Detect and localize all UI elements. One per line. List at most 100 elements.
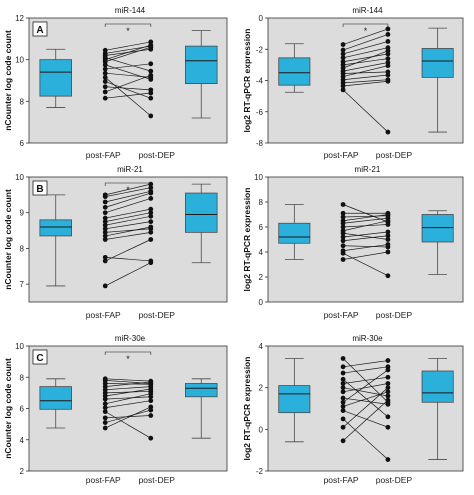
significance-marker: * — [126, 185, 130, 195]
y-tick-label: 8 — [20, 244, 25, 253]
pair-line — [343, 383, 388, 393]
point-post-dep — [385, 424, 391, 430]
x-label-post-fap: post-FAP — [324, 150, 359, 160]
boxplot-left — [278, 43, 311, 93]
point-post-dep — [385, 26, 391, 32]
point-post-dep — [385, 229, 391, 235]
pair-line — [105, 81, 151, 99]
point-post-fap — [340, 47, 346, 53]
pair-line — [343, 53, 388, 63]
pair-line — [105, 378, 151, 382]
point-post-fap — [340, 230, 346, 236]
y-tick-label: -6 — [256, 108, 264, 117]
pair-line — [342, 418, 389, 460]
pair-line — [105, 415, 151, 419]
point-post-fap — [340, 202, 346, 207]
point-post-fap — [340, 389, 346, 395]
point-post-fap — [340, 370, 346, 376]
y-tick-label: 8 — [259, 198, 264, 207]
box-iqr — [278, 222, 311, 244]
point-post-fap — [340, 385, 346, 391]
pair-line — [105, 409, 151, 423]
point-post-dep — [385, 367, 391, 373]
point-post-dep — [385, 218, 391, 224]
y-tick-label: -4 — [256, 77, 264, 86]
pair-line — [105, 390, 151, 394]
point-post-dep — [148, 379, 154, 385]
pair-line — [343, 62, 388, 72]
pair-line — [343, 231, 388, 238]
box-iqr — [421, 370, 454, 403]
paired-samples — [102, 39, 154, 119]
point-post-fap — [102, 215, 108, 221]
point-post-fap — [102, 396, 108, 402]
pair-line — [105, 63, 151, 70]
point-post-fap — [102, 233, 108, 239]
pair-line — [343, 215, 388, 218]
point-post-dep — [148, 413, 154, 418]
box-iqr — [185, 45, 218, 85]
pair-line — [342, 41, 389, 55]
boxplot-left — [278, 358, 311, 443]
panel-letter: A — [36, 25, 43, 36]
pair-line — [105, 72, 151, 78]
pair-line — [342, 50, 389, 69]
point-post-fap — [102, 79, 108, 84]
pair-line — [343, 79, 388, 84]
pair-line — [105, 411, 151, 439]
pair-line — [105, 232, 151, 240]
point-post-dep — [385, 457, 391, 462]
point-post-fap — [340, 42, 346, 47]
pair-line — [342, 410, 389, 428]
y-axis-label: log2 RT-qPCR expression — [242, 357, 252, 461]
point-post-fap — [102, 74, 108, 80]
pair-line — [105, 208, 151, 219]
pair-line — [105, 41, 151, 51]
pair-line — [105, 44, 151, 60]
pair-line — [105, 386, 151, 391]
point-post-dep — [385, 385, 391, 391]
point-post-dep — [148, 237, 154, 242]
box-iqr — [421, 48, 454, 78]
pair-line — [105, 406, 151, 429]
y-tick-label: 6 — [20, 139, 25, 148]
plot-frame — [28, 345, 228, 472]
point-post-fap — [102, 254, 108, 260]
pair-line — [343, 360, 388, 368]
point-post-dep — [148, 224, 154, 230]
pair-line — [105, 86, 151, 91]
y-tick-label: -2 — [256, 467, 264, 476]
point-post-dep — [148, 185, 154, 191]
panel-title: miR-21 — [355, 165, 381, 174]
point-post-dep — [385, 72, 391, 78]
point-post-fap — [340, 51, 346, 57]
point-post-fap — [102, 84, 108, 90]
pair-line — [105, 221, 151, 230]
y-tick-label: -8 — [256, 139, 264, 148]
point-post-fap — [340, 438, 346, 444]
pair-line — [105, 383, 151, 385]
point-post-dep — [385, 56, 391, 62]
point-post-fap — [340, 399, 346, 405]
point-post-dep — [148, 95, 154, 101]
pair-line — [342, 220, 389, 232]
plot-frame — [267, 345, 464, 472]
pair-line — [105, 381, 151, 387]
panel-letter-box — [32, 180, 48, 196]
point-post-fap — [102, 237, 108, 242]
pair-line — [105, 46, 151, 63]
pair-line — [105, 257, 151, 262]
point-post-fap — [102, 229, 108, 235]
point-post-fap — [102, 95, 108, 101]
point-post-fap — [102, 283, 108, 289]
box-iqr — [39, 59, 72, 97]
box-iqr — [185, 383, 218, 398]
paired-samples — [102, 181, 154, 289]
panel-6: -2 0 2 4 log2 RT-qPCR expression miR-30e post-… — [242, 334, 464, 485]
point-post-dep — [148, 68, 154, 74]
point-post-dep — [148, 61, 154, 67]
box-iqr — [278, 57, 311, 86]
y-tick-label: 12 — [15, 14, 24, 23]
boxplot-right — [421, 358, 454, 460]
